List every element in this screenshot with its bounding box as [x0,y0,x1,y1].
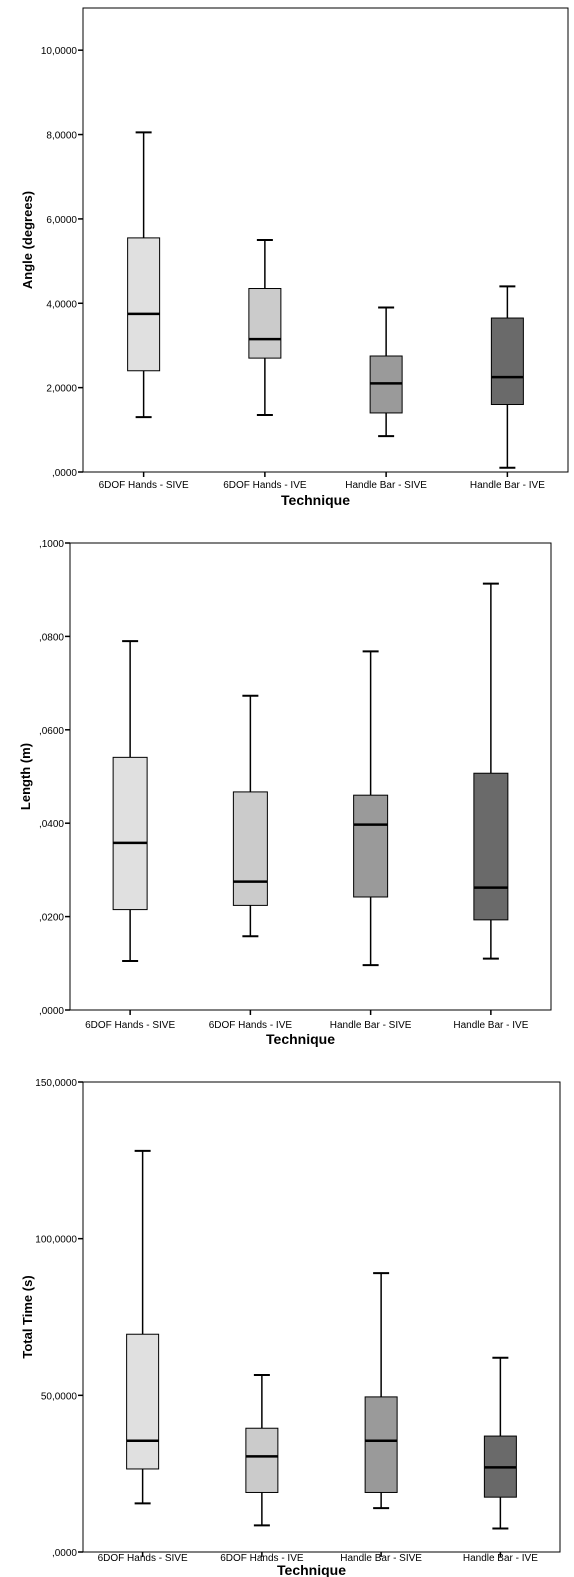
y-tick-label: 6,0000 [46,215,77,226]
box-4 [490,285,524,469]
iqr-box [353,794,389,898]
y-tick-label: 10,0000 [41,46,78,57]
x-category-label: Handle Bar - SIVE [345,480,427,491]
y-tick-label: ,0600 [39,726,64,737]
box-2 [245,1373,279,1527]
box-3 [364,1272,398,1510]
y-tick-label: ,0000 [52,468,77,479]
box-2 [232,694,268,938]
y-tick-label: 2,0000 [46,384,77,395]
box-3 [369,306,403,438]
x-category-label: Handle Bar - IVE [453,1020,528,1031]
iqr-box [364,1396,398,1493]
y-axis-label: Length (m) [18,743,33,810]
iqr-box [490,317,524,406]
iqr-box [232,791,268,906]
iqr-box [112,756,148,911]
length-boxplot: ,0000 ,0200 ,0400 ,0600 ,0800 ,1000 6DOF Hands… [0,520,574,1050]
angle-boxplot: ,0000 2,0000 4,0000 6,0000 8,0000 10,0000 6DOF… [0,0,574,510]
iqr-box [245,1427,279,1493]
x-category-label: Handle Bar - IVE [463,1553,538,1564]
x-axis-label: Technique [281,492,350,508]
x-axis-label: Technique [266,1031,335,1047]
plot-frame [82,1081,561,1553]
y-tick-label: 50,0000 [41,1391,78,1402]
box-4 [473,582,509,960]
x-category-label: 6DOF Hands - SIVE [99,480,189,491]
box-3 [353,650,389,967]
total-time-boxplot-svg: ,0000 50,0000 100,0000 150,0000 6DOF Hands -… [20,1078,561,1577]
plot-frame [82,7,569,473]
x-axis-label: Technique [277,1562,346,1577]
x-category-label: 6DOF Hands - IVE [223,480,307,491]
x-category-label: 6DOF Hands - IVE [220,1553,304,1564]
y-tick-label: 150,0000 [35,1078,77,1089]
y-tick-label: 4,0000 [46,299,77,310]
y-tick-label: 100,0000 [35,1235,77,1246]
iqr-box [248,288,282,359]
y-tick-label: 8,0000 [46,131,77,142]
y-tick-label: ,1000 [39,539,64,550]
angle-boxplot-svg: ,0000 2,0000 4,0000 6,0000 8,0000 10,0000 6DOF… [20,7,569,508]
x-category-label: Handle Bar - IVE [470,480,545,491]
y-axis-label: Angle (degrees) [20,191,35,289]
plot-frame [69,542,552,1011]
iqr-box [127,237,161,372]
y-tick-label: ,0800 [39,632,64,643]
iqr-box [473,772,509,921]
y-tick-label: ,0000 [52,1548,77,1559]
x-category-label: 6DOF Hands - SIVE [98,1553,188,1564]
x-category-label: 6DOF Hands - SIVE [85,1020,175,1031]
y-tick-label: ,0400 [39,819,64,830]
x-category-label: Handle Bar - SIVE [330,1020,412,1031]
box-1 [112,640,148,962]
total-time-boxplot: ,0000 50,0000 100,0000 150,0000 6DOF Hands -… [0,1060,574,1577]
iqr-box [126,1333,160,1470]
box-4 [483,1356,517,1530]
y-tick-label: ,0000 [39,1006,64,1017]
y-tick-label: ,0200 [39,913,64,924]
x-category-label: 6DOF Hands - IVE [209,1020,293,1031]
x-category-label: Handle Bar - SIVE [340,1553,422,1564]
box-1 [127,131,161,419]
length-boxplot-svg: ,0000 ,0200 ,0400 ,0600 ,0800 ,1000 6DOF Hands… [18,539,552,1047]
box-1 [126,1149,160,1505]
box-2 [248,239,282,417]
y-axis-label: Total Time (s) [20,1275,35,1358]
